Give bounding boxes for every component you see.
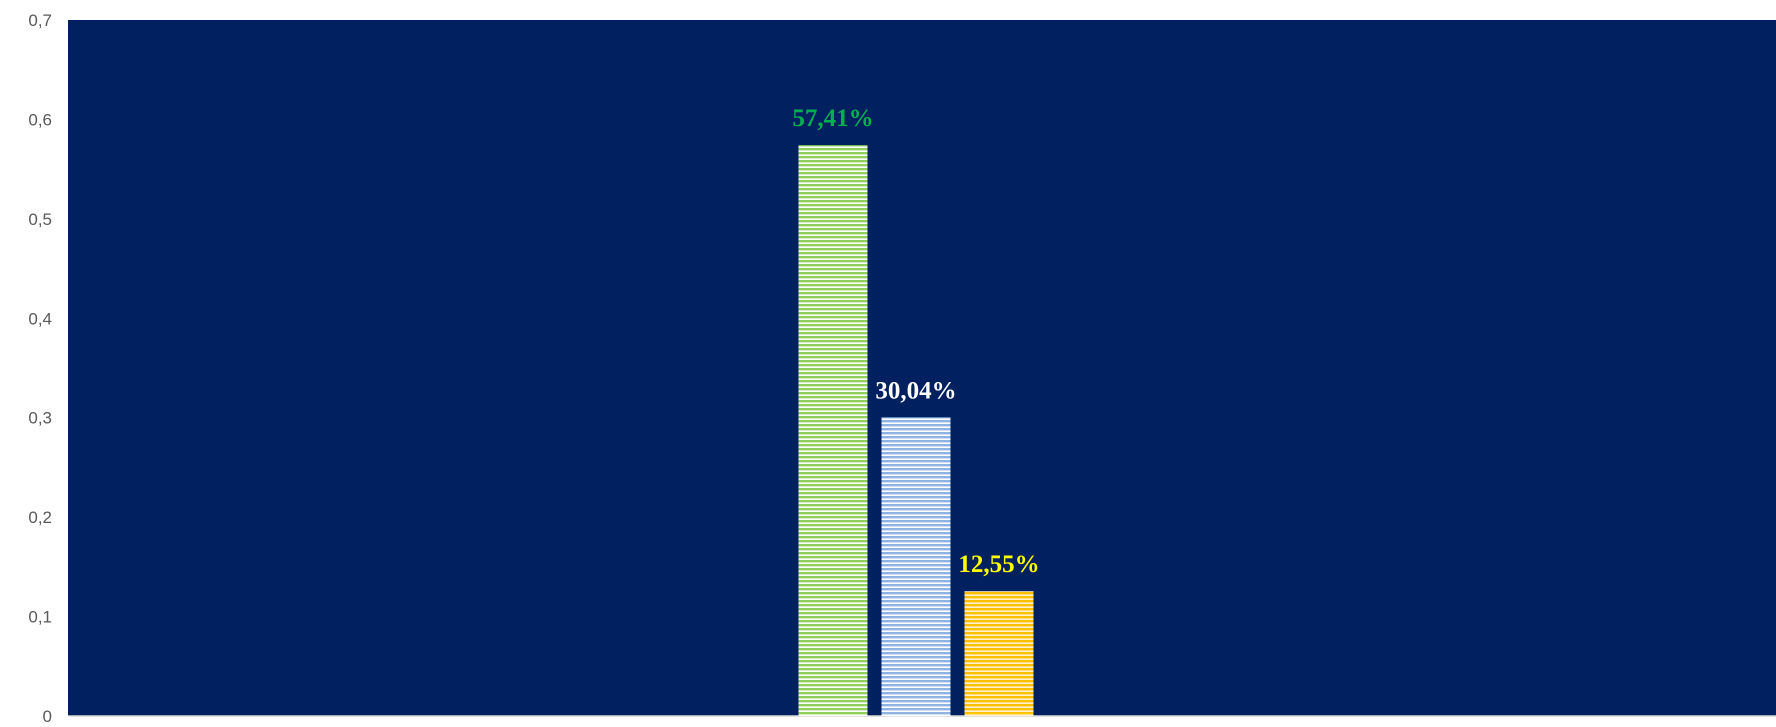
bar-series-2	[964, 591, 1034, 716]
bar-series-1	[881, 417, 951, 716]
y-tick-label: 0,7	[28, 11, 52, 30]
y-tick-label: 0,6	[28, 110, 52, 129]
y-tick-label: 0,3	[28, 409, 52, 428]
data-label-series-0: 57,41%	[792, 105, 873, 132]
y-tick-label: 0,4	[28, 309, 52, 328]
y-tick-label: 0,5	[28, 210, 52, 229]
y-tick-label: 0,1	[28, 608, 52, 627]
y-tick-label: 0,2	[28, 508, 52, 527]
bar-series-0	[798, 145, 868, 717]
data-labels: 57,41% 30,04% 12,55%	[792, 105, 1039, 578]
data-label-series-2: 12,55%	[958, 551, 1039, 578]
y-axis: 0 0,1 0,2 0,3 0,4 0,5 0,6 0,7	[28, 11, 52, 726]
bars	[798, 145, 1034, 717]
y-tick-label: 0	[43, 707, 52, 726]
data-label-series-1: 30,04%	[875, 377, 956, 404]
